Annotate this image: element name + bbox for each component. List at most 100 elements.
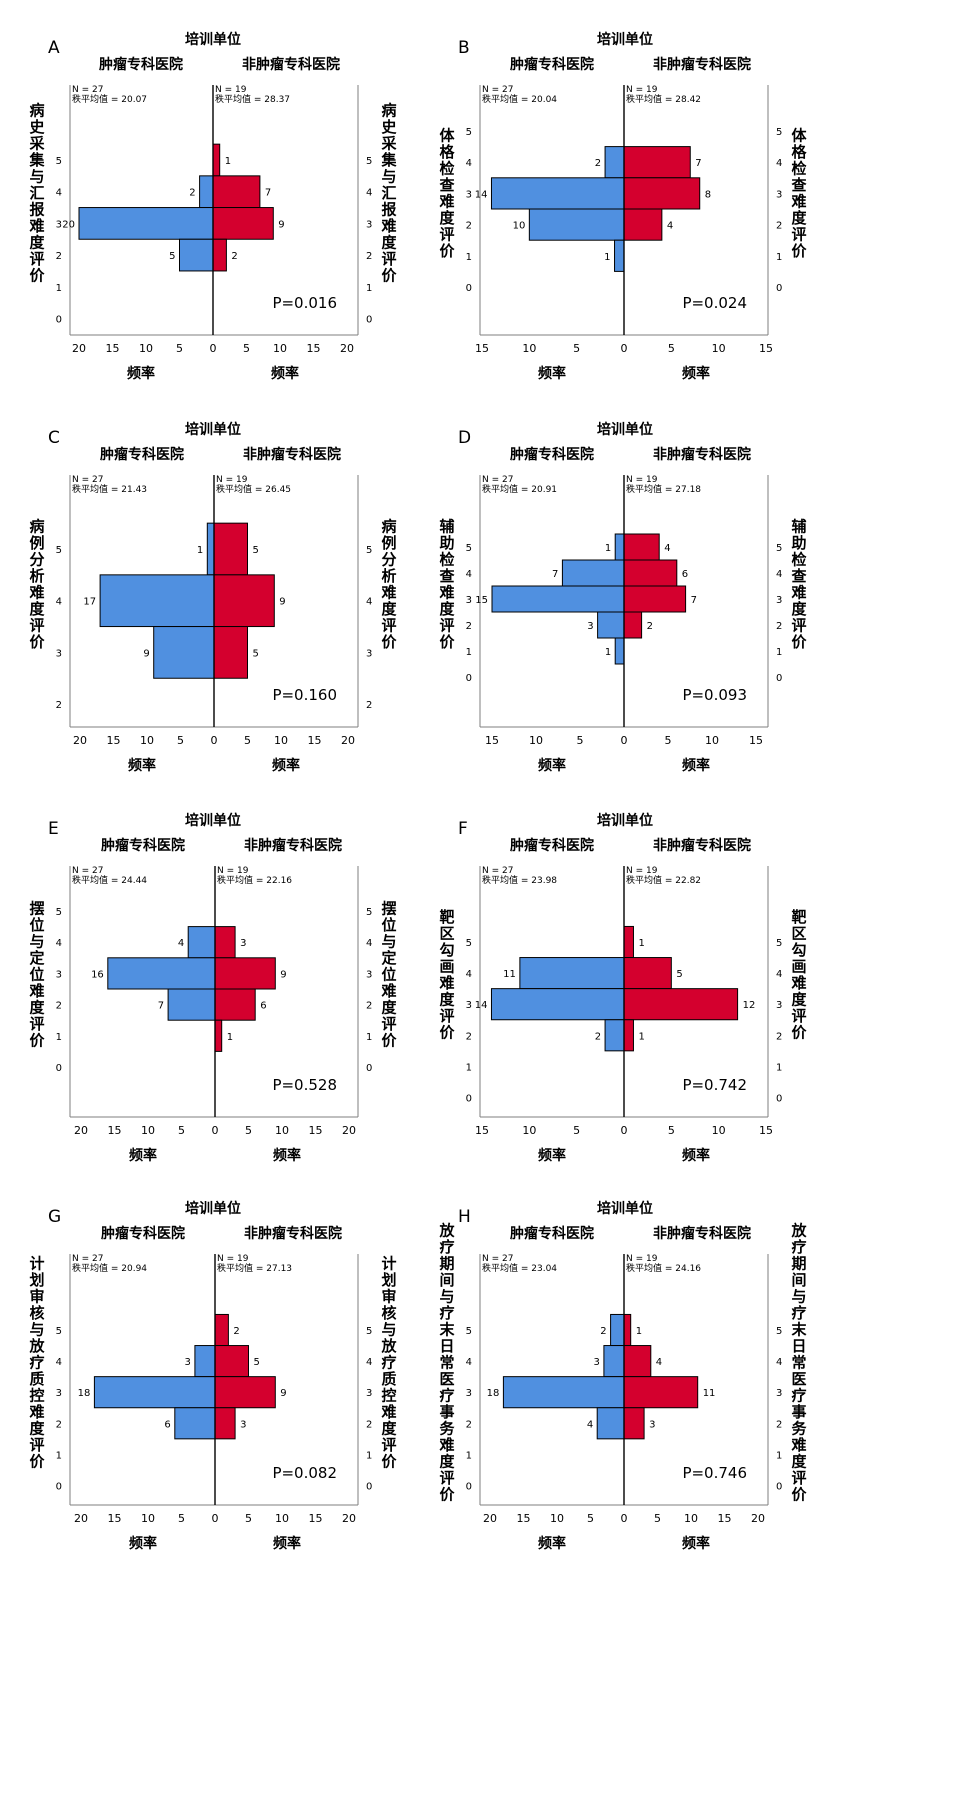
x-tick-label: 5 [573,1124,580,1137]
y-tick-label-left: 2 [56,1001,62,1012]
p-value: P=0.016 [272,294,337,312]
x-tick-label: 15 [107,734,121,747]
x-tick-label: 0 [212,1512,219,1525]
bar-label-right: 8 [705,189,711,200]
y-tick-label-left: 2 [466,1031,472,1042]
x-tick-label: 10 [684,1512,698,1525]
bar-left [502,1376,625,1409]
x-tick-label: 10 [275,1512,289,1525]
y-tick-label-left: 1 [466,1450,472,1461]
bar-label-left: 6 [164,1419,170,1430]
bar-right [214,1345,249,1378]
bar-left [597,611,625,639]
y-axis-label-right: 靶区勾画难度评价 [790,908,807,1042]
x-tick-label: 15 [517,1512,531,1525]
x-axis-label-left: 频率 [129,1147,157,1164]
y-tick-label-left: 1 [466,1062,472,1073]
y-tick-label-right: 3 [776,595,782,606]
bar-left [194,1345,216,1378]
stats-right-n: N = 19 [626,85,658,95]
y-tick-label-left: 3 [56,969,62,980]
bar-label-right: 9 [279,597,285,608]
y-tick-label-right: 4 [776,969,782,980]
y-tick-label-left: 5 [56,156,62,167]
bar-label-right: 11 [703,1388,716,1399]
x-axis-label-right: 频率 [682,365,710,382]
x-tick-label: 10 [550,1512,564,1525]
stats-right-n: N = 19 [216,475,248,485]
bar-label-left: 14 [475,1000,488,1011]
stats-left-n: N = 27 [72,1254,103,1264]
stats-left-rank: 秩平均值 = 20.07 [72,93,147,105]
bar-right [623,1019,634,1052]
y-axis-label-left: 计划审核与放疗质控难度评价 [28,1255,45,1471]
x-tick-label: 20 [751,1512,765,1525]
y-axis-label-left: 病史采集与汇报难度评价 [28,102,45,285]
bar-label-left: 1 [605,647,611,658]
bar-left [528,208,625,241]
bar-right [214,1019,223,1052]
y-tick-label-right: 4 [776,1357,782,1368]
stats-left-n: N = 27 [72,866,103,876]
x-tick-label: 15 [309,1512,323,1525]
bar-left [603,1345,625,1378]
x-tick-label: 15 [759,342,773,355]
bar-left [206,522,215,576]
bar-label-right: 7 [265,188,271,199]
bar-left [93,1376,216,1409]
p-value: P=0.528 [272,1076,337,1094]
bar-label-right: 7 [691,595,697,606]
x-axis-label-right: 频率 [273,1535,301,1552]
x-axis-label-right: 频率 [682,1535,710,1552]
bar-label-left: 2 [600,1326,606,1337]
y-tick-label-right: 3 [366,1388,372,1399]
panel-title: 培训单位 [185,31,241,48]
y-tick-label-left: 4 [466,1357,472,1368]
y-tick-label-left: 4 [466,969,472,980]
stats-right-rank: 秩平均值 = 24.16 [626,1262,701,1274]
panel-title: 培训单位 [185,812,241,829]
bar-left [179,238,214,272]
y-axis-label-right: 计划审核与放疗质控难度评价 [380,1255,397,1471]
bar-label-right: 4 [667,221,673,232]
bar-label-right: 2 [231,251,237,262]
bar-right [623,177,701,210]
stats-right-rank: 秩平均值 = 27.18 [626,483,701,495]
group-label-left: 肿瘤专科医院 [510,56,594,73]
y-tick-label-right: 5 [366,156,372,167]
x-tick-label: 10 [140,734,154,747]
bar-left [561,559,625,587]
bar-label-left: 17 [83,597,96,608]
stats-right-rank: 秩平均值 = 27.13 [217,1262,292,1274]
bar-label-right: 4 [656,1357,662,1368]
x-tick-label: 5 [177,734,184,747]
y-tick-label-left: 3 [56,1388,62,1399]
x-tick-label: 0 [212,1124,219,1137]
bar-label-left: 7 [552,569,558,580]
x-tick-label: 5 [244,734,251,747]
y-tick-label-right: 4 [776,569,782,580]
bar-label-left: 4 [178,938,184,949]
x-axis-label-left: 频率 [538,365,566,382]
x-tick-label: 5 [577,734,584,747]
p-value: P=0.082 [272,1464,337,1482]
y-axis-label-left: 病例分析难度评价 [28,517,45,651]
y-tick-label-right: 4 [776,158,782,169]
stats-left-rank: 秩平均值 = 20.91 [482,483,557,495]
y-tick-label-right: 0 [776,1482,782,1493]
stats-left-n: N = 27 [72,85,103,95]
stats-left-n: N = 27 [482,85,513,95]
panel-title: 培训单位 [185,421,241,438]
bar-label-right: 5 [676,969,682,980]
y-tick-label-right: 2 [366,251,372,262]
bar-label-left: 15 [475,595,488,606]
bar-label-right: 1 [638,938,644,949]
y-axis-label-right: 病例分析难度评价 [380,517,397,651]
bar-right [623,208,663,241]
bar-right [212,207,274,240]
y-tick-label-right: 1 [776,252,782,263]
